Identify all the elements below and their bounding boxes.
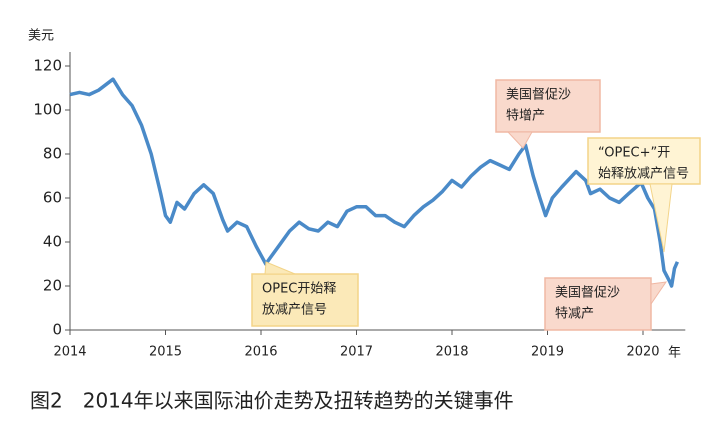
annotation-pointer (506, 131, 533, 149)
annotation-pointer (264, 261, 296, 275)
x-tick-label: 2017 (340, 345, 373, 360)
annotation-text: 放减产信号 (262, 303, 327, 318)
x-tick-label: 2014 (53, 345, 86, 360)
annotation-text: OPEC开始释 (262, 282, 336, 297)
y-tick-label: 120 (33, 57, 62, 75)
y-tick-label: 80 (43, 145, 62, 163)
y-tick-label: 0 (52, 321, 62, 339)
annotation-pointer (650, 281, 668, 306)
annotation-box (495, 79, 601, 133)
x-tick-label: 2015 (149, 345, 182, 360)
annotation-pointer (649, 183, 673, 253)
annotation-text: 美国督促沙 (506, 88, 571, 103)
annotation-text: 美国督促沙 (555, 286, 620, 301)
annotation-text: “OPEC+”开 (598, 146, 670, 161)
x-tick-label: 2016 (244, 345, 277, 360)
annotation-box (587, 137, 701, 185)
y-tick-label: 20 (43, 277, 62, 295)
y-axis-label: 美元 (28, 29, 54, 44)
x-tick-label: 2018 (435, 345, 468, 360)
annotation-text: 始释放减产信号 (598, 167, 689, 182)
annotation-text: 特减产 (555, 307, 594, 322)
annotation-box (251, 273, 359, 327)
y-tick-label: 40 (43, 233, 62, 251)
x-unit: 年 (668, 346, 681, 361)
y-tick-label: 60 (43, 189, 62, 207)
annotation-text: 特增产 (506, 109, 545, 124)
y-tick-label: 100 (33, 101, 62, 119)
x-tick-label: 2020 (626, 345, 659, 360)
caption: 图2 2014年以来国际油价走势及扭转趋势的关键事件 (30, 389, 514, 413)
x-tick-label: 2019 (531, 345, 564, 360)
price-line (69, 77, 680, 288)
